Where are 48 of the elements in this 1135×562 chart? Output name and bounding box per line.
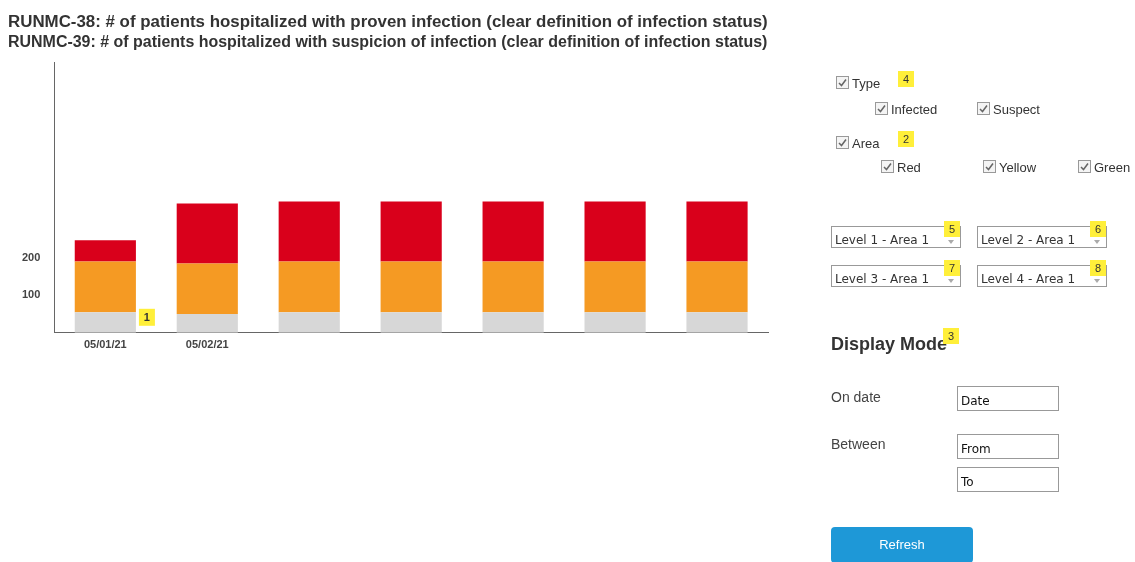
text: Red [897, 160, 921, 175]
text: Area [852, 136, 880, 151]
text: 5 [944, 221, 960, 237]
bar [380, 201, 442, 262]
y-tick-label: 200 [21, 250, 41, 263]
bar [584, 312, 646, 333]
bar [176, 314, 238, 333]
text: 3 [947, 330, 955, 342]
bar [584, 261, 646, 313]
bar [482, 201, 544, 262]
bar [686, 261, 748, 313]
bar [278, 201, 340, 262]
text-field: From [957, 434, 1059, 459]
bar [584, 201, 646, 262]
bar [380, 261, 442, 313]
text: Infected [891, 102, 938, 117]
text: Suspect [993, 102, 1040, 117]
text: Type [852, 76, 881, 91]
bar [686, 201, 748, 262]
bar [482, 261, 544, 313]
bar [74, 261, 136, 313]
text: 8 [1090, 260, 1106, 276]
chart-title: RUNMC-38: # of patients hospitalized with proven infection (clear definition of infection status) [8, 11, 768, 31]
text: 4 [898, 71, 914, 87]
button: Refresh [831, 527, 973, 562]
text: Display Mode [831, 334, 948, 355]
bar [686, 312, 748, 333]
y-tick-label: 100 [21, 288, 41, 301]
bar [176, 203, 238, 264]
bar [380, 312, 442, 333]
text: 2 [898, 131, 914, 147]
text: 6 [1090, 221, 1106, 237]
text: Between [831, 436, 886, 452]
text-field: To [957, 467, 1059, 492]
text-field: Date [957, 386, 1059, 411]
x-tick-label: 05/01/21 [83, 338, 127, 351]
bar [176, 263, 238, 315]
bar [482, 312, 544, 333]
bar [74, 240, 136, 262]
x-tick-label: 05/02/21 [185, 338, 229, 351]
annotation: 1 [143, 310, 150, 323]
text: On date [831, 389, 881, 405]
bar [278, 312, 340, 333]
chart-subtitle: RUNMC-39: # of patients hospitalized with suspicion of infection (clear definition of infection status) [8, 31, 768, 51]
text: Yellow [999, 160, 1037, 175]
text: 7 [944, 260, 960, 276]
text: Green [1094, 160, 1131, 175]
bar [278, 261, 340, 313]
